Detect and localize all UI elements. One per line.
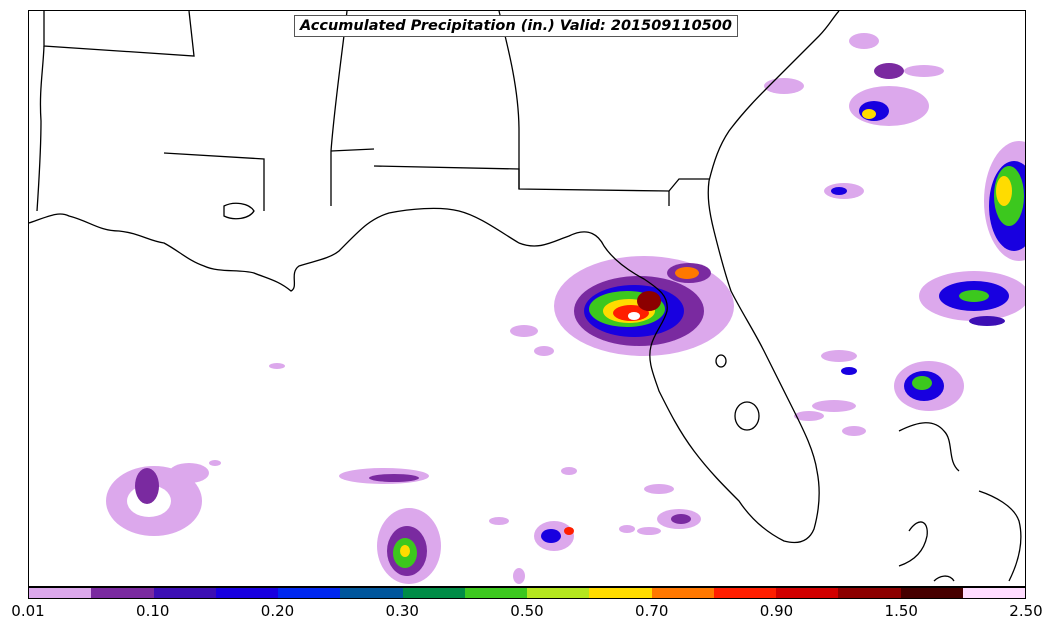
colorbar-segment — [962, 588, 1025, 598]
colorbar-segment — [464, 588, 527, 598]
colorbar-segment — [900, 588, 963, 598]
colorbar-tick-label: 1.50 — [884, 602, 918, 620]
colorbar-tick-label: 0.90 — [759, 602, 794, 620]
map-canvas — [29, 11, 1025, 584]
colorbar-segment — [402, 588, 465, 598]
colorbar-segment — [340, 588, 403, 598]
colorbar-segment — [527, 588, 590, 598]
colorbar-tick-label: 0.30 — [385, 602, 419, 620]
colorbar-segment — [776, 588, 839, 598]
colorbar-tick-label: 0.01 — [11, 602, 45, 620]
precipitation-map — [28, 10, 1026, 587]
colorbar-segment — [29, 588, 92, 598]
map-title: Accumulated Precipitation (in.) Valid: 2… — [294, 15, 738, 37]
precip-layer — [106, 33, 1025, 584]
colorbar-segment — [153, 588, 216, 598]
colorbar-segment — [838, 588, 901, 598]
colorbar-segment — [589, 588, 652, 598]
colorbar-segment — [651, 588, 714, 598]
colorbar-tick-label: 0.50 — [510, 602, 544, 620]
colorbar-segment — [278, 588, 341, 598]
colorbar-tick-labels: 0.01 0.10 0.20 0.30 0.50 0.70 0.90 1.50 2.50 — [0, 602, 1054, 626]
colorbar — [28, 587, 1026, 599]
colorbar-tick-label: 0.70 — [635, 602, 669, 620]
colorbar-segment — [713, 588, 776, 598]
colorbar-tick-label: 0.10 — [136, 602, 170, 620]
colorbar-tick-label: 2.50 — [1009, 602, 1043, 620]
colorbar-segment — [215, 588, 278, 598]
colorbar-tick-label: 0.20 — [260, 602, 295, 620]
colorbar-segment — [91, 588, 154, 598]
